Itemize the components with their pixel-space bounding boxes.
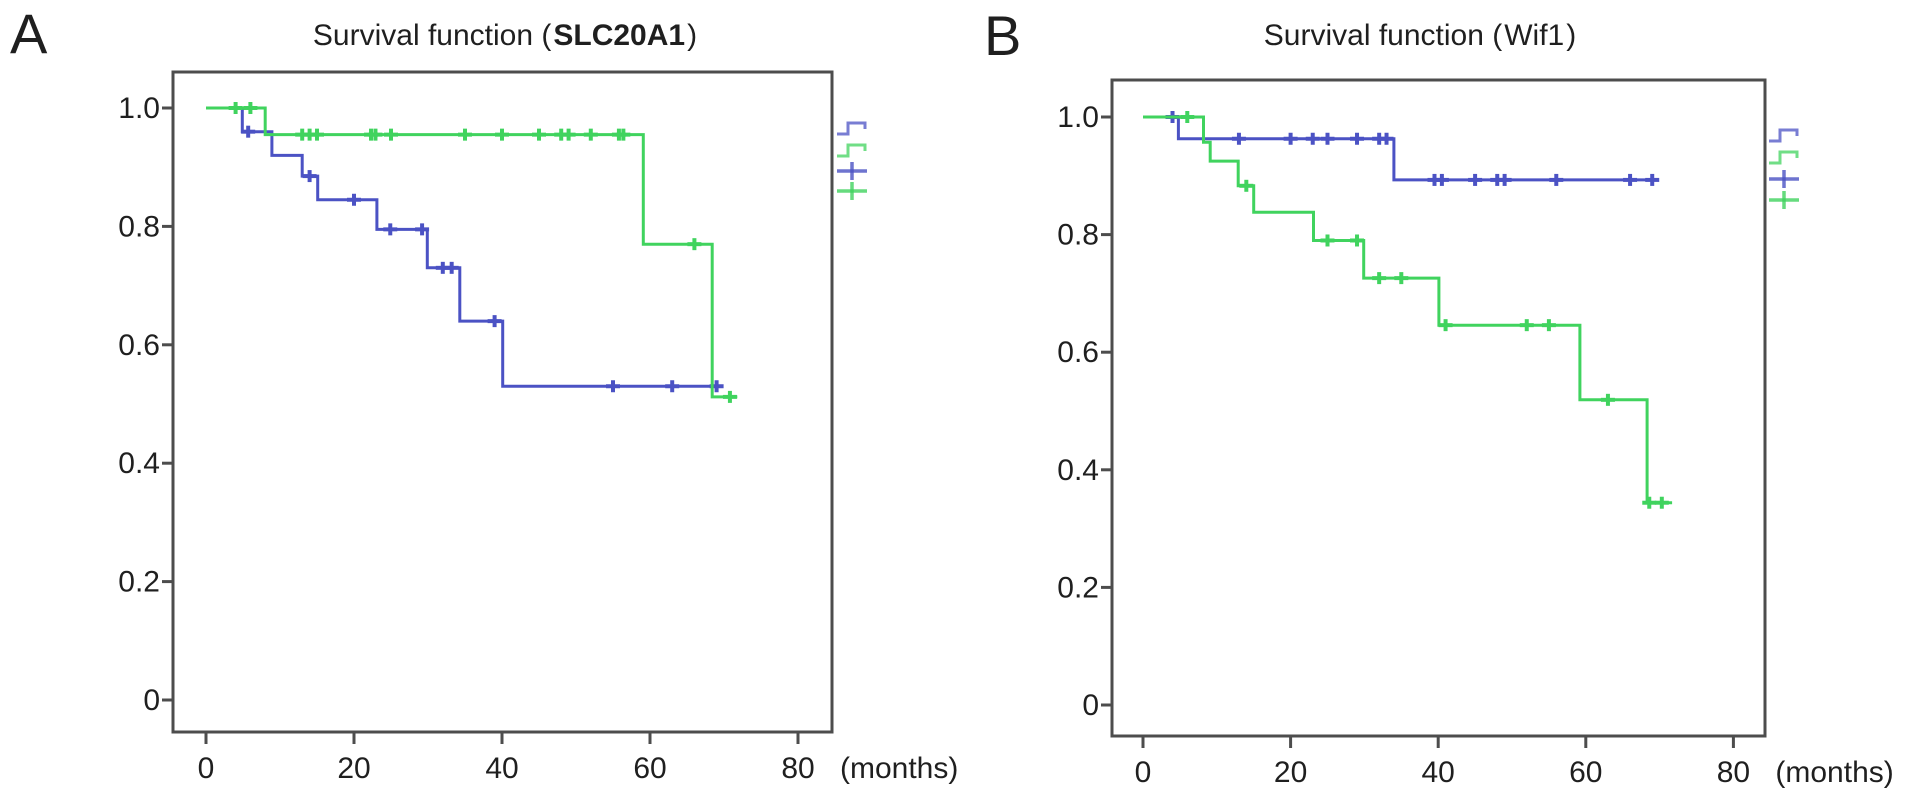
x-tick-label-b-20: 20 [1274,756,1307,789]
panel-a-letter: A [10,2,48,65]
x-tick-label-b-80: 80 [1717,756,1750,789]
y-tick-label-b-0: 0 [1082,689,1099,722]
panel-a-title-prefix: Survival function ( [312,19,552,52]
panel-b-title: Survival function (Wif1) [1264,19,1576,52]
step-line-green-icon [1769,150,1799,165]
survival-curve-b-group-1-blue [1143,115,1659,182]
panel-b-title-prefix: Survival function ( [1263,19,1503,52]
panel-a-title-gene: SLC20A1 [553,19,686,52]
y-tick-label-a-0.2: 0.2 [118,566,160,599]
step-line-blue-icon [837,121,867,136]
panel-b-letter: B [984,4,1022,67]
y-tick-label-a-0.6: 0.6 [118,329,160,362]
y-tick-label-b-0.2: 0.2 [1057,571,1099,604]
x-tick-label-a-80: 80 [781,752,814,785]
y-tick-label-b-0.8: 0.8 [1057,219,1099,252]
x-tick-label-b-60: 60 [1569,756,1602,789]
step-line-blue-icon [1769,128,1799,143]
y-tick-label-a-1.0: 1.0 [118,92,160,125]
y-tick-label-a-0.8: 0.8 [118,210,160,243]
x-tick-label-a-60: 60 [633,752,666,785]
y-tick-label-b-0.4: 0.4 [1057,454,1099,487]
panel-a-title: Survival function (SLC20A1) [313,19,697,52]
y-tick-label-a-0: 0 [143,684,160,717]
x-tick-label-b-40: 40 [1422,756,1455,789]
panel-a-title-suffix: ) [687,19,698,52]
x-tick-label-a-20: 20 [337,752,370,785]
x-tick-label-a-0: 0 [198,752,215,785]
y-tick-label-b-0.6: 0.6 [1057,336,1099,369]
y-tick-label-a-0.4: 0.4 [118,447,160,480]
step-line-green-icon [837,143,867,158]
x-tick-label-b-0: 0 [1135,756,1152,789]
panel-b-title-gene: Wif1 [1504,19,1565,52]
panel-b-title-suffix: ) [1566,19,1577,52]
x-axis-unit-label-a: (months) [840,752,958,785]
x-axis-unit-label-b: (months) [1775,756,1893,789]
x-tick-label-a-40: 40 [485,752,518,785]
survival-curve-b-group-2-green [1143,115,1673,505]
survival-curve-a-group-2-green [206,106,738,399]
plot-area-a [171,70,834,734]
y-tick-label-b-1.0: 1.0 [1057,101,1099,134]
